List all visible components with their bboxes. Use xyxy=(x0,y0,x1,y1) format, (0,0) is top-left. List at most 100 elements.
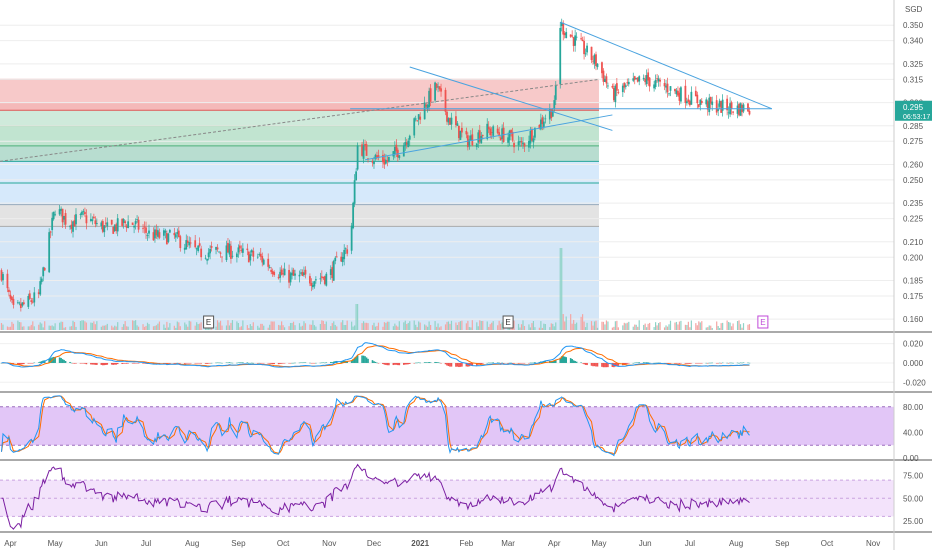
macd-histogram-bar xyxy=(738,362,740,364)
candle-body xyxy=(256,256,259,258)
volume-bar xyxy=(342,320,344,330)
macd-histogram-bar xyxy=(231,362,234,364)
dashed-trend-line[interactable] xyxy=(0,78,600,162)
macd-histogram-bar xyxy=(374,361,377,363)
candle-body xyxy=(112,226,115,234)
macd-histogram-bar xyxy=(581,362,584,364)
volume-bar xyxy=(425,325,427,330)
trend-lines[interactable] xyxy=(0,21,773,162)
candle-body xyxy=(70,224,73,229)
triangle-upper-line[interactable] xyxy=(560,21,773,110)
bar-countdown: 06:53:17 xyxy=(903,114,930,121)
volume-bar xyxy=(491,322,493,330)
earnings-marker-0[interactable]: E xyxy=(203,315,215,329)
candle-body xyxy=(602,70,605,82)
macd-histogram-bar xyxy=(228,362,231,363)
rsi-panel[interactable] xyxy=(0,463,894,530)
volume-bar xyxy=(696,325,698,330)
volume-bar xyxy=(278,324,280,330)
candle-body xyxy=(219,252,222,254)
candle-body xyxy=(627,81,630,85)
macd-histogram-bar xyxy=(459,362,462,367)
volume-bar xyxy=(574,323,576,330)
candle-body xyxy=(154,229,156,239)
volume-bar xyxy=(416,327,418,330)
candle-body xyxy=(617,92,620,94)
candle-body xyxy=(715,100,718,113)
macd-histogram-bar xyxy=(437,362,439,363)
candle-body xyxy=(92,216,95,219)
volume-bar xyxy=(477,326,479,330)
volume-bar xyxy=(304,323,307,330)
volume-bar xyxy=(742,323,745,330)
macd-histogram-bar xyxy=(116,362,119,365)
volume-bar xyxy=(72,320,74,330)
candle-body xyxy=(131,222,134,225)
earnings-marker-1[interactable]: E xyxy=(502,315,514,329)
macd-histogram-bar xyxy=(29,362,31,364)
price-tick-label: 0.285 xyxy=(903,122,924,131)
macd-histogram-bar xyxy=(717,362,719,364)
candle-body xyxy=(163,230,165,236)
candle-body xyxy=(282,273,284,275)
volume-bar xyxy=(607,321,609,330)
ascending-support-line[interactable] xyxy=(364,114,613,161)
candle-body xyxy=(277,276,280,279)
volume-bar xyxy=(336,326,338,330)
macd-histogram-bar xyxy=(312,362,314,364)
candle-body xyxy=(49,231,52,233)
macd-histogram-bar xyxy=(382,362,384,365)
macd-histogram-bar xyxy=(428,362,430,363)
volume-bar xyxy=(669,320,672,330)
volume-bar xyxy=(126,326,128,330)
macd-panel[interactable] xyxy=(0,342,894,383)
candle-body xyxy=(361,144,363,156)
candle-body xyxy=(461,127,463,133)
candle-body xyxy=(2,274,4,281)
macd-histogram-bar xyxy=(592,362,594,367)
price-axis[interactable]: SGD0.3500.3400.3250.3150.3000.2850.2750.… xyxy=(893,0,932,550)
volume-bar xyxy=(549,327,551,330)
descending-resistance-line[interactable] xyxy=(409,66,613,131)
macd-histogram-bar xyxy=(718,362,721,364)
macd-histogram-bar xyxy=(352,359,354,363)
macd-histogram-bar xyxy=(616,362,618,367)
volume-bar xyxy=(695,323,697,330)
candle-body xyxy=(164,230,167,233)
volume-bar xyxy=(288,326,290,330)
candle-body xyxy=(188,242,191,246)
macd-histogram-bar xyxy=(480,362,483,365)
candle-body xyxy=(571,35,574,37)
time-tick-label: Aug xyxy=(729,539,743,548)
volume-bar xyxy=(114,325,116,330)
candle-body xyxy=(717,109,720,111)
volume-bar xyxy=(257,325,259,330)
volume-bar xyxy=(468,326,470,330)
volume-bar xyxy=(93,321,95,330)
last-price-badge[interactable]: 0.295 06:53:17 xyxy=(895,100,932,121)
candle-body xyxy=(402,145,405,157)
volume-bar xyxy=(303,321,305,330)
macd-line xyxy=(1,342,750,368)
stochastic-panel[interactable] xyxy=(0,395,894,457)
candle-body xyxy=(43,267,46,271)
volume-bar xyxy=(561,248,563,330)
earnings-marker-2[interactable]: E xyxy=(757,315,769,329)
volume-bar xyxy=(444,324,447,330)
candle-body xyxy=(261,256,264,263)
volume-bar xyxy=(741,327,743,330)
macd-histogram-bar xyxy=(569,358,572,363)
macd-histogram-bar xyxy=(501,362,503,364)
volume-bar xyxy=(553,326,555,330)
candle-body xyxy=(377,155,380,158)
candle-body xyxy=(206,259,209,261)
macd-histogram-bar xyxy=(309,362,311,364)
volume-bar xyxy=(418,321,420,330)
volume-bar xyxy=(313,325,315,330)
volume-bar xyxy=(635,324,637,330)
panel-separators[interactable] xyxy=(0,331,932,533)
time-axis[interactable]: Apr May Jun Jul Aug Sep Oct Nov Dec 2021 Feb Mar Apr… xyxy=(4,539,880,548)
